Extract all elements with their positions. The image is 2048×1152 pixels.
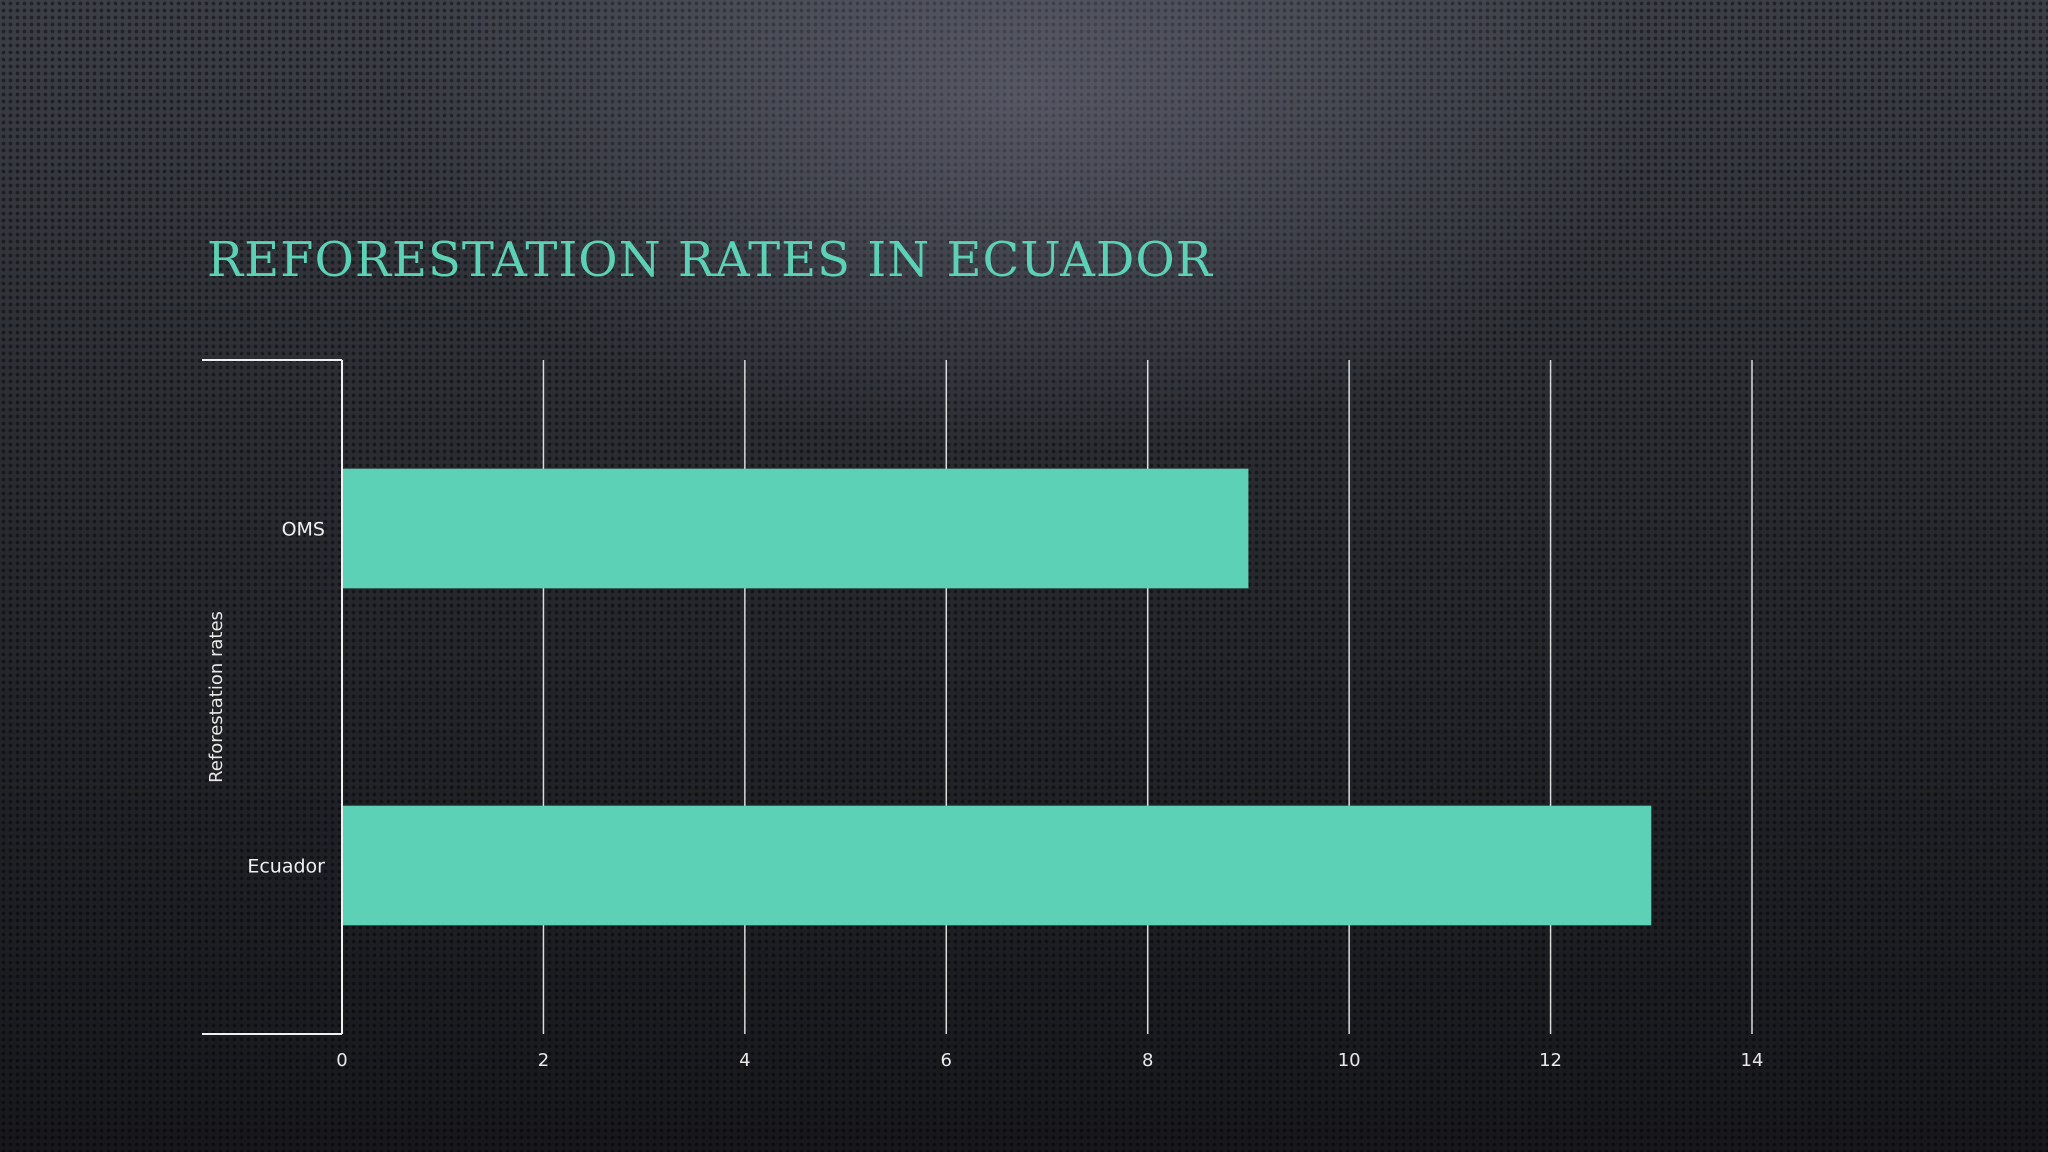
x-tick-label: 10 [1338, 1050, 1361, 1071]
category-label: OMS [282, 519, 325, 541]
x-tick-label: 12 [1539, 1050, 1562, 1071]
chart-title: Reforestation rates in Ecuador [207, 232, 1213, 288]
axes [202, 359, 343, 1035]
x-tick-label: 0 [336, 1050, 347, 1071]
x-tick-label: 2 [538, 1050, 549, 1071]
bars [342, 468, 1652, 926]
category-labels: OMS Ecuador [247, 519, 325, 878]
x-tick-labels: 0 2 4 6 8 10 12 14 [336, 1050, 1763, 1071]
bar [342, 468, 1249, 589]
x-tick-label: 14 [1741, 1050, 1764, 1071]
y-axis-label: Reforestation rates [206, 611, 227, 783]
x-tick-label: 6 [941, 1050, 952, 1071]
x-tick-label: 4 [739, 1050, 750, 1071]
bar [342, 805, 1652, 926]
category-label: Ecuador [247, 856, 325, 878]
gridlines [542, 360, 1753, 1034]
x-tick-label: 8 [1142, 1050, 1153, 1071]
